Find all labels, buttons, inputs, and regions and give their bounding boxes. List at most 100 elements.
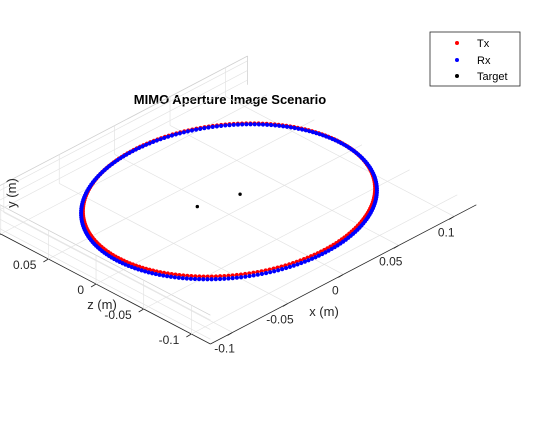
legend-marker-target <box>455 74 459 78</box>
ring-marker-rx <box>153 271 158 277</box>
ring-marker-rx <box>139 268 144 273</box>
x-tick-label: 0.05 <box>379 254 403 268</box>
ring-marker-rx <box>146 270 151 275</box>
ring-marker-rx <box>150 139 156 145</box>
ring-marker-rx <box>214 124 219 129</box>
ring-marker-rx <box>234 275 240 280</box>
grid-line-z <box>0 94 267 235</box>
ring-marker-rx <box>210 124 215 129</box>
x-tick-mark <box>227 332 233 336</box>
ring-marker-rx <box>316 253 321 258</box>
ring-marker-rx <box>189 128 195 133</box>
ring-marker-rx <box>259 271 265 277</box>
ring-marker-rx <box>244 122 249 127</box>
chart-title: MIMO Aperture Image Scenario <box>134 92 326 107</box>
ring-marker-rx <box>136 267 141 272</box>
x-tick-label: 0 <box>332 283 339 297</box>
legend-label-rx: Rx <box>477 55 491 67</box>
x-tick-mark <box>282 303 289 307</box>
ring-marker-rx <box>299 260 304 266</box>
ring-marker-rx <box>205 277 210 282</box>
ring-marker-rx <box>180 276 185 281</box>
ring-marker-rx <box>137 145 142 151</box>
target-point <box>195 204 200 209</box>
ring-marker-rx <box>154 138 159 143</box>
ring-marker-rx <box>147 141 152 146</box>
tick-labels: -0.1-0.0500.050.1-0.1-0.0500.050.1-0.010… <box>0 216 455 355</box>
ring-marker-rx <box>251 273 256 278</box>
ring-marker-rx <box>255 272 260 277</box>
ring-marker-rx <box>239 275 244 280</box>
ring-marker-rx <box>265 122 270 127</box>
grid-line-y-wall <box>0 70 248 201</box>
ring-marker-rx <box>280 267 285 272</box>
ring-marker-rx <box>324 134 329 139</box>
ring-marker-rx <box>133 147 138 152</box>
ring-marker-rx <box>164 274 170 279</box>
ring-marker-rx <box>248 122 253 127</box>
ring-marker-rx <box>307 129 312 134</box>
ring-marker-rx <box>310 130 316 135</box>
ring-marker-rx <box>252 122 257 127</box>
ring-marker-rx <box>169 133 175 138</box>
ring-marker-rx <box>192 276 198 282</box>
ring-marker-rx <box>314 131 319 136</box>
legend-marker-rx <box>455 58 459 62</box>
ring-marker-rx <box>341 142 346 147</box>
ring-marker-rx <box>217 276 223 282</box>
ring-marker-rx <box>222 276 227 281</box>
grid-lines <box>0 60 458 340</box>
legend[interactable]: Tx Rx Target <box>429 31 521 87</box>
x-tick-label: -0.1 <box>214 341 235 355</box>
ring-marker-rx <box>281 124 286 129</box>
ring-marker-rx <box>268 270 273 275</box>
ring-marker-rx <box>142 269 148 274</box>
ring-marker-rx <box>201 277 206 282</box>
ring-marker-rx <box>173 132 178 137</box>
z-tick-label: 0 <box>77 283 84 297</box>
z-tick-mark <box>0 233 1 235</box>
x-tick-label: -0.05 <box>266 312 294 326</box>
ring-marker-rx <box>168 274 174 279</box>
ring-marker-rx <box>181 130 186 135</box>
ring-marker-rx <box>306 258 311 263</box>
grid-line-z <box>191 194 458 335</box>
target-points <box>195 192 242 209</box>
ring-marker-rx <box>300 127 305 132</box>
ring-marker-rx <box>272 269 277 274</box>
ring-marker-rx <box>143 142 149 147</box>
ring-marker-rx <box>226 276 231 281</box>
x-tick-mark <box>338 274 344 278</box>
ring-marker-rx <box>231 122 236 127</box>
ring-marker-rx <box>276 268 281 273</box>
ring-marker-rx <box>295 262 300 267</box>
z-tick-mark <box>138 308 144 313</box>
grid-line-z <box>143 169 410 310</box>
ring-marker-rx <box>158 137 163 142</box>
ring-marker-rx <box>130 149 135 154</box>
ring-marker-rx <box>161 273 166 278</box>
ring-marker-rx <box>223 123 228 128</box>
grid-line-z <box>95 144 363 285</box>
ring-marker-rx <box>165 134 171 139</box>
z-tick-mark <box>90 283 97 288</box>
ring-marker-rx <box>284 124 290 129</box>
ring-marker-rx <box>240 122 245 127</box>
ring-marker-rx <box>213 277 218 282</box>
ring-marker-rx <box>193 127 199 132</box>
z-tick-mark <box>186 333 192 338</box>
z-axis-label: z (m) <box>87 297 117 312</box>
ring-marker-rx <box>218 123 224 128</box>
grid-line-y-wall <box>0 79 248 211</box>
ring-marker-rx <box>313 255 318 260</box>
ring-marker-rx <box>263 270 269 276</box>
x-tick-mark <box>448 216 455 220</box>
ring-marker-rx <box>157 272 162 277</box>
x-tick-label: 0.1 <box>438 225 455 239</box>
ring-marker-rx <box>320 251 325 257</box>
ring-marker-rx <box>209 277 214 282</box>
grid-line-y-wall2 <box>0 228 211 340</box>
ring-marker-rx <box>132 266 138 271</box>
